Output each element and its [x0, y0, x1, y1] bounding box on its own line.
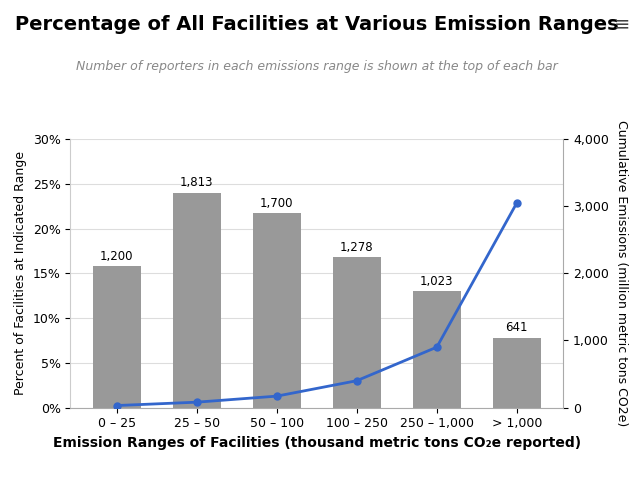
Text: Number of reporters in each emissions range is shown at the top of each bar: Number of reporters in each emissions ra…	[76, 60, 557, 73]
X-axis label: Emission Ranges of Facilities (thousand metric tons CO₂e reported): Emission Ranges of Facilities (thousand …	[52, 436, 581, 450]
Bar	[333, 257, 381, 408]
Text: 1,813: 1,813	[180, 176, 214, 189]
Text: 1,278: 1,278	[340, 241, 374, 253]
Text: 1,700: 1,700	[260, 197, 294, 210]
Text: ≡: ≡	[614, 15, 630, 34]
Text: Percentage of All Facilities at Various Emission Ranges: Percentage of All Facilities at Various …	[15, 15, 619, 34]
Y-axis label: Cumulative Emissions (million metric tons CO2e): Cumulative Emissions (million metric ton…	[615, 120, 628, 426]
Bar	[253, 213, 301, 408]
Text: 641: 641	[506, 321, 528, 334]
Y-axis label: Percent of Facilities at Indicated Range: Percent of Facilities at Indicated Range	[14, 152, 28, 395]
Text: 1,023: 1,023	[420, 275, 454, 288]
Bar	[173, 193, 221, 408]
Bar	[413, 291, 461, 408]
Bar	[493, 338, 541, 408]
Bar	[93, 266, 141, 408]
Text: 1,200: 1,200	[100, 249, 134, 262]
